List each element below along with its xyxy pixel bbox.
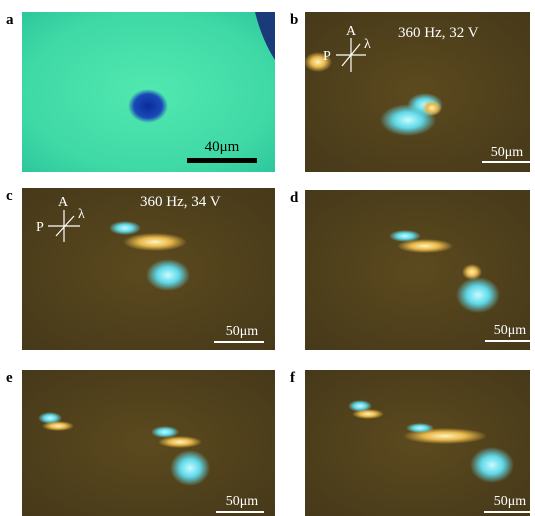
panel-e: e 50μm: [6, 370, 275, 516]
scale-bar: [187, 158, 257, 163]
analyzer-label: A: [58, 195, 69, 210]
panel-label: b: [290, 12, 298, 28]
polarizer-label: P: [36, 220, 44, 235]
scale-bar-label: 50μm: [226, 324, 259, 339]
panel-label: e: [6, 370, 13, 386]
polarizer-label: P: [323, 49, 331, 64]
scale-bar-label: 40μm: [205, 139, 240, 155]
panel-label: f: [290, 370, 296, 386]
panel-b: b 360 Hz, 32 V A P λ 50μm: [290, 12, 530, 172]
defect: [158, 436, 202, 448]
scale-bar-label: 50μm: [491, 145, 524, 160]
defect: [352, 409, 384, 419]
defect: [42, 421, 74, 431]
defect: [456, 277, 500, 313]
defect: [470, 447, 514, 483]
scale-bar: [484, 511, 530, 513]
panel-f: f 50μm: [290, 370, 530, 516]
scale-bar-label: 50μm: [226, 494, 259, 509]
scale-bar-label: 50μm: [494, 494, 527, 509]
defect: [397, 239, 453, 253]
wave-plate-label: λ: [364, 37, 371, 52]
panel-c: c 360 Hz, 34 V A P λ 50μm: [6, 188, 275, 350]
defect: [109, 221, 141, 235]
defect: [422, 100, 442, 116]
scale-bar-label: 50μm: [494, 323, 527, 338]
scale-bar: [216, 511, 264, 513]
figure: a 40μm b 360 Hz, 32 V A P λ 50μm c 360 H…: [0, 0, 535, 516]
scale-bar: [482, 161, 530, 163]
droplet: [128, 89, 168, 123]
defect: [170, 450, 210, 486]
scale-bar: [485, 340, 530, 342]
condition: 360 Hz, 32 V: [398, 25, 479, 41]
defect: [123, 233, 187, 251]
defect: [406, 423, 434, 433]
defect: [146, 259, 190, 291]
scale-bar: [214, 341, 264, 343]
analyzer-label: A: [346, 24, 357, 39]
condition: 360 Hz, 34 V: [140, 194, 221, 210]
panel-label: a: [6, 12, 14, 28]
panel-label: d: [290, 190, 299, 206]
panel-label: c: [6, 188, 13, 204]
wave-plate-label: λ: [78, 207, 85, 222]
panel-d: d 50μm: [290, 190, 530, 350]
panel-a: a 40μm: [6, 12, 275, 172]
